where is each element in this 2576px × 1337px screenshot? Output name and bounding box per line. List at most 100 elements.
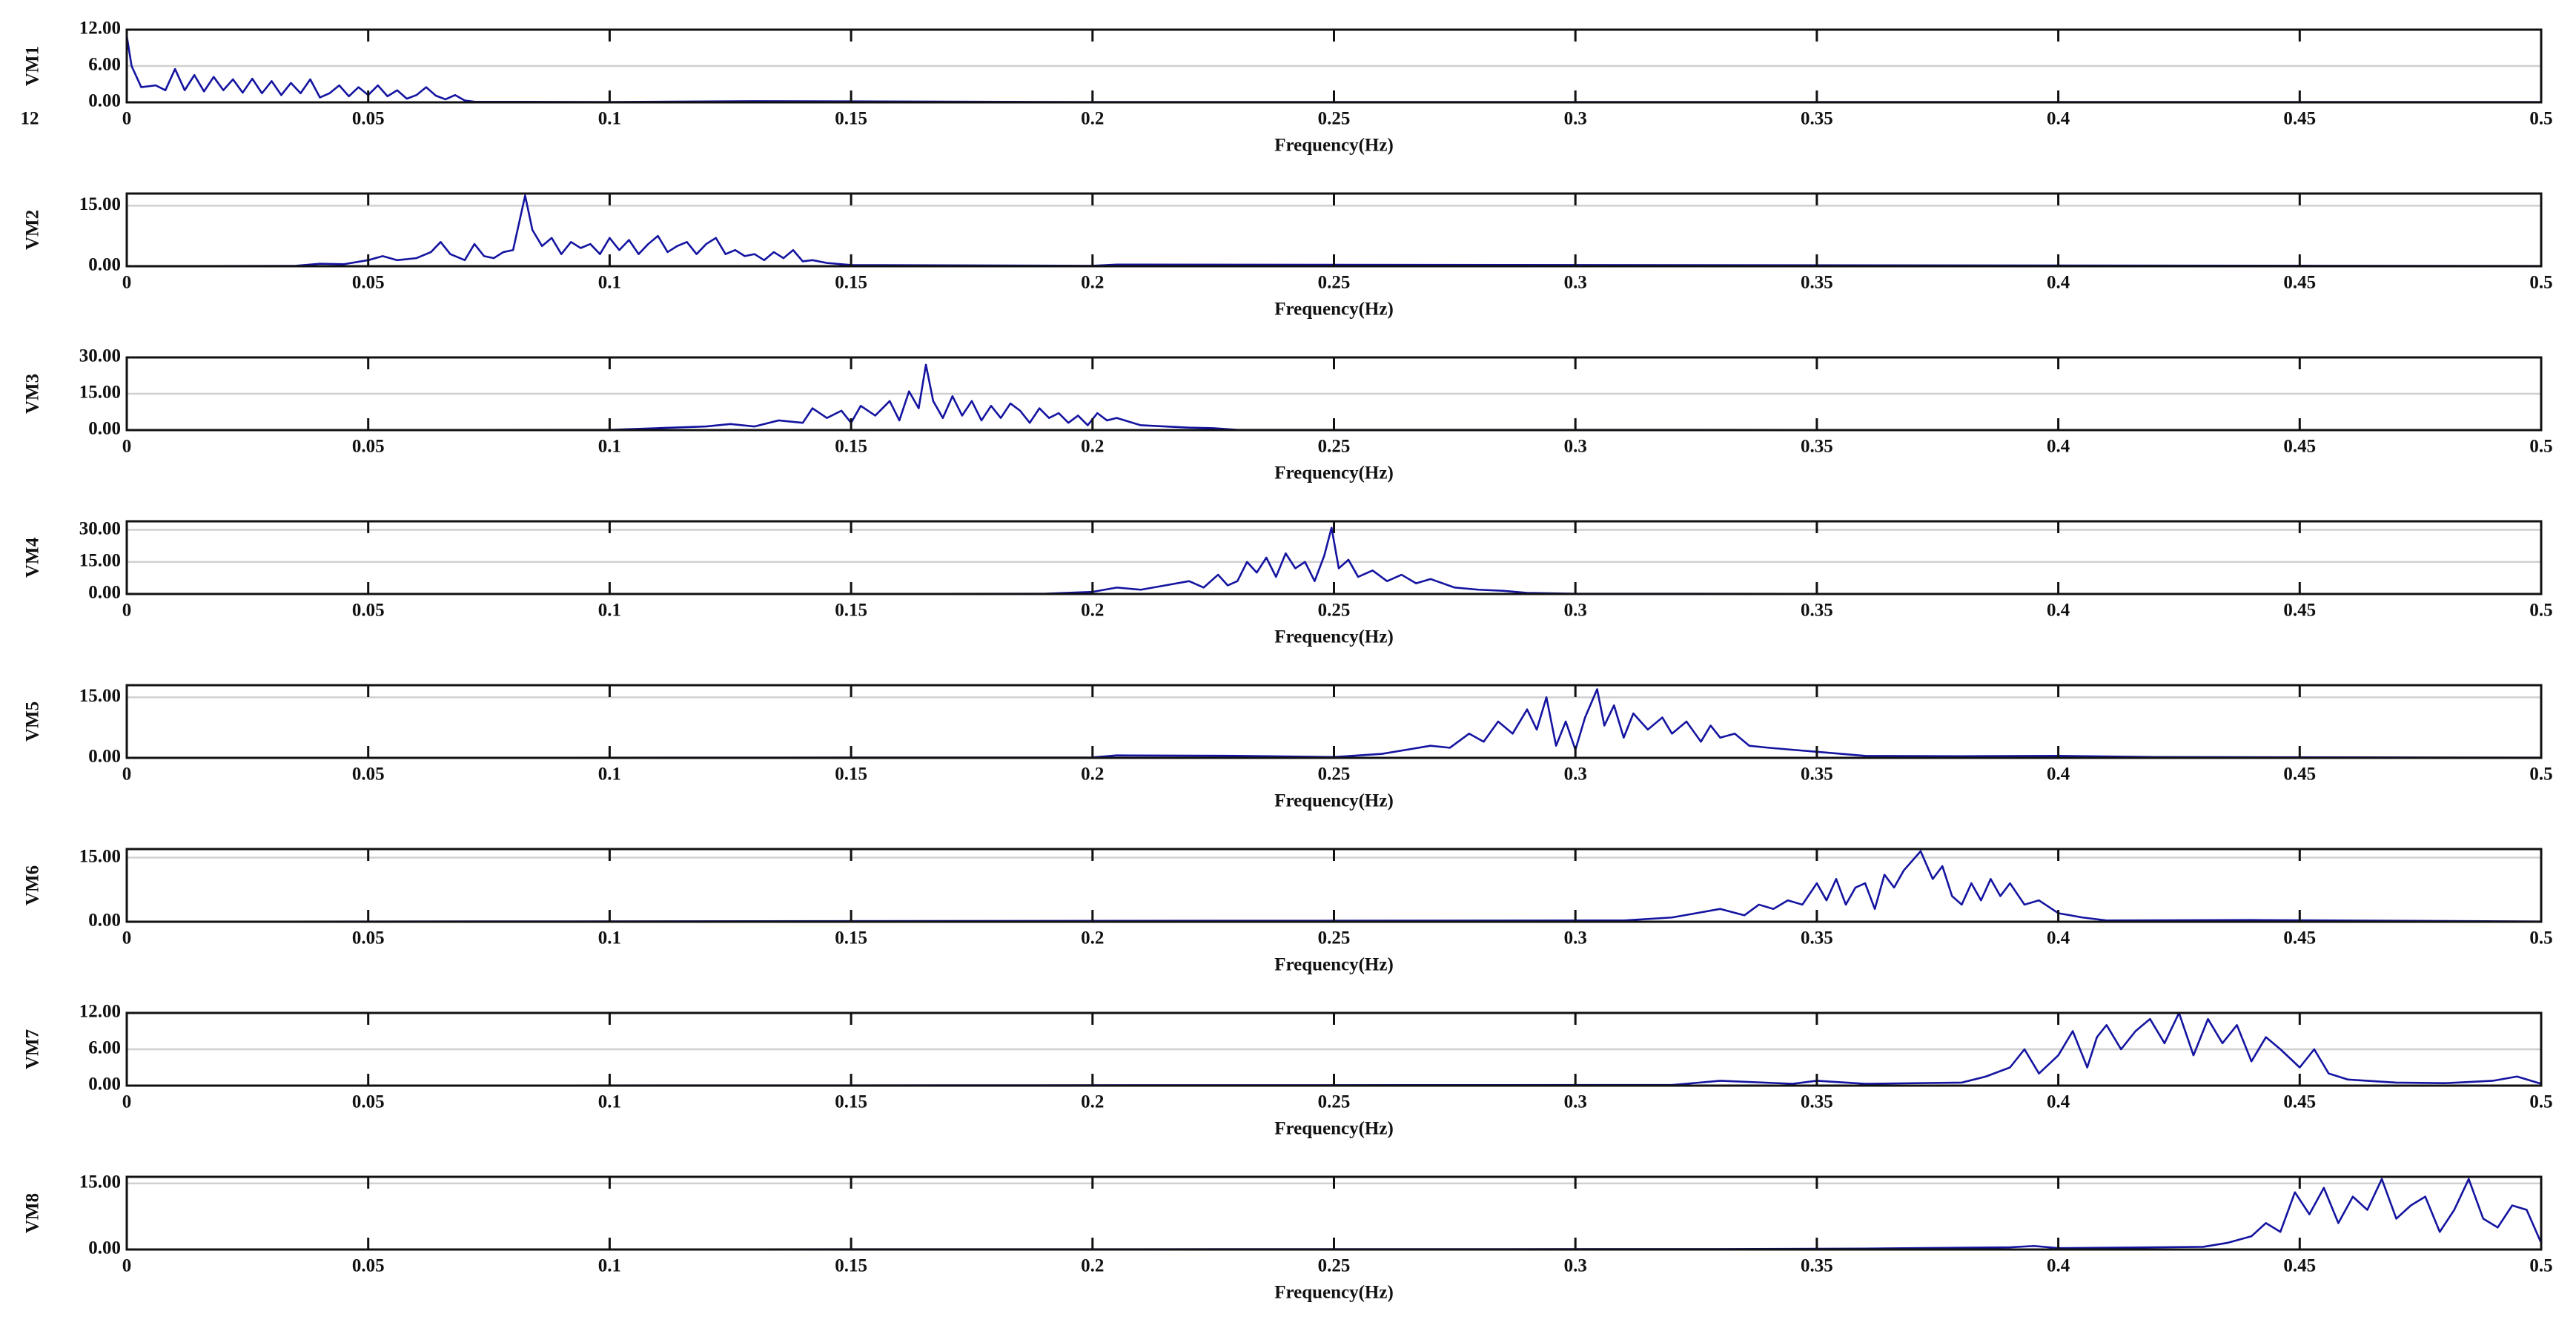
y-axis-label: VM7 (23, 1029, 43, 1069)
x-axis-label: Frequency(Hz) (1274, 791, 1394, 811)
y-tick-label: 0.00 (88, 1074, 121, 1095)
x-tick-label: 0.5 (2529, 1256, 2552, 1276)
x-tick-label: 0 (122, 765, 132, 785)
x-tick-label: 0.2 (1081, 928, 1104, 948)
x-axis-label: Frequency(Hz) (1274, 955, 1394, 975)
x-tick-label: 0.3 (1564, 928, 1587, 948)
x-axis-label: Frequency(Hz) (1274, 627, 1394, 647)
x-tick-label: 0.1 (598, 928, 621, 948)
y-tick-label: 12.00 (79, 1002, 121, 1022)
x-tick-label: 0.25 (1318, 437, 1351, 457)
x-tick-label: 0.45 (2283, 1256, 2316, 1276)
x-tick-label: 0.3 (1564, 601, 1587, 621)
y-tick-label: 15.00 (79, 194, 121, 214)
x-tick-label: 0.2 (1081, 273, 1104, 293)
x-tick-label: 0.15 (835, 273, 867, 293)
y-tick-label: 15.00 (79, 846, 121, 866)
x-tick-label: 0.5 (2529, 928, 2552, 948)
spectrum-line (126, 850, 2542, 923)
x-tick-label: 0.15 (835, 109, 867, 129)
x-tick-label: 0.3 (1564, 109, 1587, 129)
x-tick-label: 0.05 (352, 273, 385, 293)
y-tick-label: 12.00 (79, 19, 121, 39)
x-tick-label: 0.35 (1801, 437, 1833, 457)
x-tick-label: 0.05 (352, 765, 385, 785)
x-tick-label: 0.25 (1318, 601, 1351, 621)
x-tick-label: 0.5 (2529, 273, 2552, 293)
x-tick-label: 0 (122, 273, 132, 293)
x-tick-label: 0.15 (835, 1092, 867, 1112)
y-axis-label: VM3 (23, 374, 43, 414)
y-tick-label: 0.00 (88, 583, 121, 603)
x-axis-label: Frequency(Hz) (1274, 136, 1394, 156)
x-axis-label: Frequency(Hz) (1274, 300, 1394, 320)
x-tick-label: 0.05 (352, 109, 385, 129)
x-tick-label: 0.4 (2047, 601, 2070, 621)
x-tick-label: 0.25 (1318, 109, 1351, 129)
x-tick-label: 0.1 (598, 109, 621, 129)
x-tick-label: 0.5 (2529, 109, 2552, 129)
x-tick-label: 0.35 (1801, 1092, 1833, 1112)
y-axis-label: VM8 (23, 1193, 43, 1233)
x-tick-label: 0.4 (2047, 109, 2070, 129)
x-tick-label: 0.45 (2283, 928, 2316, 948)
x-tick-label: 0 (122, 601, 132, 621)
spectrum-line (126, 363, 2542, 432)
spectrum-line (126, 526, 2542, 595)
x-tick-label: 0.45 (2283, 765, 2316, 785)
x-tick-label: 0.35 (1801, 601, 1833, 621)
x-tick-label: 0 (122, 109, 132, 129)
x-tick-label: 0.1 (598, 1256, 621, 1276)
x-tick-label: 0.4 (2047, 928, 2070, 948)
x-tick-label: 0.3 (1564, 437, 1587, 457)
x-tick-label: 0.05 (352, 437, 385, 457)
y-tick-label: 6.00 (88, 1038, 121, 1058)
x-tick-label: 0.5 (2529, 1092, 2552, 1112)
x-tick-label: 0.25 (1318, 765, 1351, 785)
x-tick-label: 0.4 (2047, 1256, 2070, 1276)
x-tick-label: 0.05 (352, 928, 385, 948)
x-tick-label: 0.5 (2529, 765, 2552, 785)
x-tick-label: 0.1 (598, 437, 621, 457)
x-tick-label: 0.4 (2047, 765, 2070, 785)
x-tick-label: 0.15 (835, 1256, 867, 1276)
y-axis-label: VM1 (23, 46, 43, 86)
x-tick-label: 0.25 (1318, 928, 1351, 948)
y-tick-label: 0.00 (88, 1238, 121, 1258)
y-axis-label: VM4 (23, 537, 43, 578)
x-tick-label: 0.15 (835, 437, 867, 457)
x-tick-label: 0.15 (835, 601, 867, 621)
x-tick-label: 0.2 (1081, 601, 1104, 621)
x-tick-label: 0 (122, 928, 132, 948)
x-tick-label: 0.35 (1801, 273, 1833, 293)
x-tick-label: 0.5 (2529, 601, 2552, 621)
y-tick-label: 15.00 (79, 550, 121, 570)
x-tick-label: 0.45 (2283, 109, 2316, 129)
x-tick-label: 0.2 (1081, 109, 1104, 129)
x-tick-label: 0.45 (2283, 601, 2316, 621)
y-tick-label: 30.00 (79, 346, 121, 366)
x-tick-label: 0.45 (2283, 1092, 2316, 1112)
x-tick-label: 0.35 (1801, 109, 1833, 129)
x-tick-label: 0.15 (835, 928, 867, 948)
x-tick-label: 0.1 (598, 1092, 621, 1112)
y-tick-label: 15.00 (79, 1172, 121, 1192)
y-tick-label: 0.00 (88, 911, 121, 931)
x-tick-label: 0.2 (1081, 437, 1104, 457)
x-tick-label: 0.05 (352, 1256, 385, 1276)
x-tick-label: 0.3 (1564, 273, 1587, 293)
x-axis-label: Frequency(Hz) (1274, 1119, 1394, 1139)
x-tick-label: 0.3 (1564, 1092, 1587, 1112)
x-tick-label: 0.35 (1801, 1256, 1833, 1276)
x-tick-label: 0.2 (1081, 765, 1104, 785)
y-axis-label: VM2 (23, 210, 43, 250)
annotation: 12 (21, 109, 39, 129)
x-tick-label: 0.45 (2283, 273, 2316, 293)
x-tick-label: 0.3 (1564, 765, 1587, 785)
y-tick-label: 15.00 (79, 383, 121, 403)
x-tick-label: 0.25 (1318, 1092, 1351, 1112)
spectrum-line (126, 1011, 2542, 1087)
x-tick-label: 0 (122, 1256, 132, 1276)
x-axis-label: Frequency(Hz) (1274, 1283, 1394, 1303)
